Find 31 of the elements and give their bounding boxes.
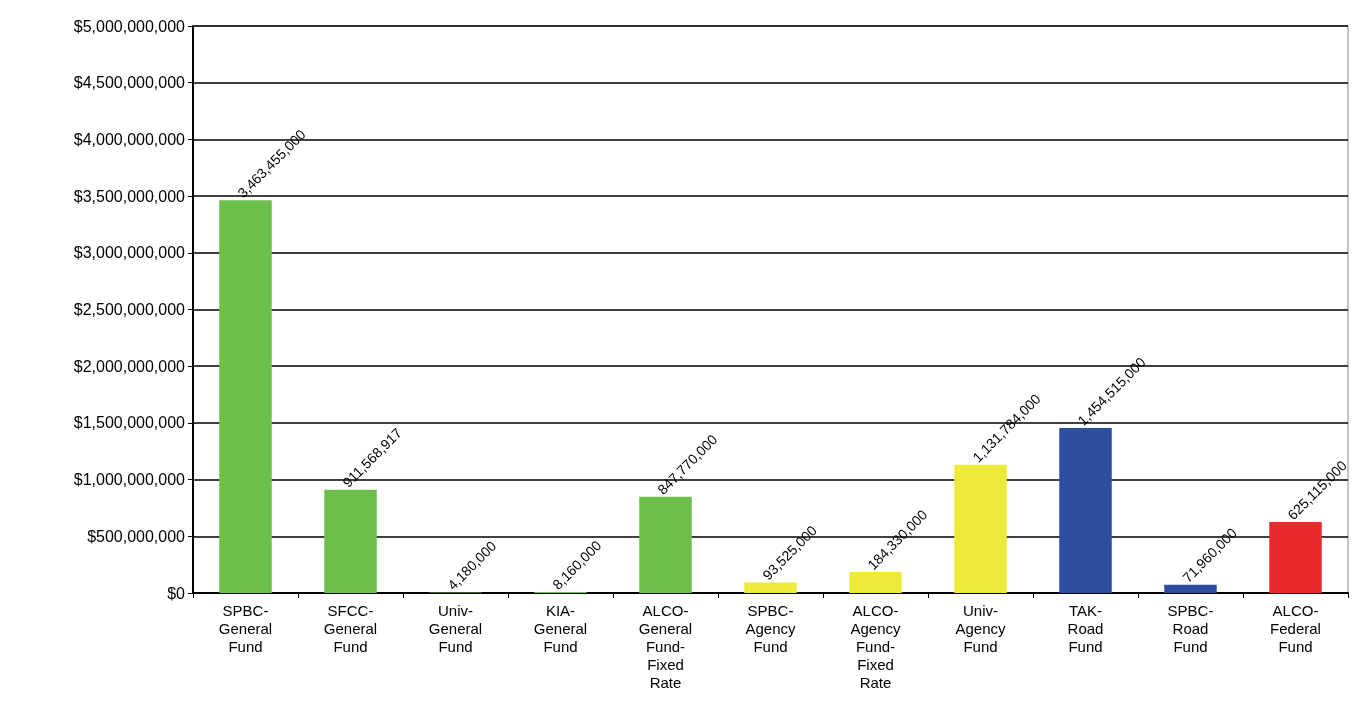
y-tick-label: $500,000,000 bbox=[87, 527, 186, 545]
x-tick-label: ALCO-Federal Fund bbox=[1270, 601, 1321, 655]
bar bbox=[744, 582, 797, 593]
y-tick-label: $4,500,000,000 bbox=[73, 74, 186, 92]
y-tick-label: $5,000,000,000 bbox=[73, 17, 186, 35]
x-tick-label: TAK-Road Fund bbox=[1067, 601, 1104, 655]
bar bbox=[324, 489, 377, 593]
bar bbox=[1164, 584, 1217, 593]
y-tick-label: $1,000,000,000 bbox=[73, 471, 186, 489]
bar bbox=[639, 496, 692, 593]
y-tick-label: $1,500,000,000 bbox=[73, 414, 186, 432]
x-tick-label: Univ-General Fund bbox=[428, 601, 483, 655]
y-tick-label: $2,000,000,000 bbox=[73, 357, 186, 375]
y-tick-label: $3,000,000,000 bbox=[73, 244, 186, 262]
y-tick-label: $2,500,000,000 bbox=[73, 301, 186, 318]
bar bbox=[1059, 428, 1112, 593]
x-tick-label: SPBC-Road Fund bbox=[1167, 601, 1214, 655]
x-tick-label: ALCO-Agency Fund-Fixed Rate bbox=[850, 601, 902, 691]
x-tick-label: SFCC-General Fund bbox=[323, 601, 378, 655]
x-tick-label: ALCO-General Fund-Fixed Rate bbox=[638, 601, 693, 691]
x-tick-label: KIA-General Fund bbox=[533, 601, 588, 655]
bar bbox=[1269, 522, 1322, 593]
x-tick-label: SPBC-Agency Fund bbox=[745, 601, 797, 655]
x-tick-label: Univ-Agency Fund bbox=[955, 601, 1007, 655]
y-tick-label: $4,000,000,000 bbox=[73, 130, 186, 148]
x-tick-label: SPBC-General Fund bbox=[218, 601, 273, 655]
bar bbox=[849, 572, 902, 593]
bar bbox=[219, 200, 272, 593]
bar bbox=[954, 464, 1007, 593]
y-tick-label: $3,500,000,000 bbox=[73, 187, 186, 205]
y-tick-label: $0 bbox=[167, 584, 186, 602]
